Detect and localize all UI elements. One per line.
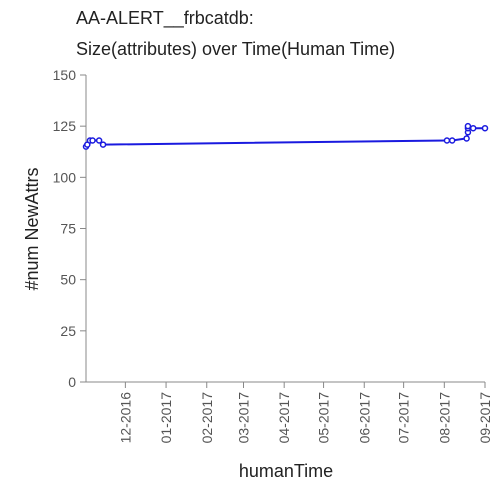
data-point	[481, 124, 489, 132]
y-axis: 0 25 50 75 100 125 150	[53, 67, 87, 390]
y-tick-label: 75	[60, 221, 76, 237]
series-line	[85, 124, 485, 148]
x-axis-title: humanTime	[239, 461, 333, 481]
x-tick-label: 12-2016	[117, 392, 133, 444]
data-point	[464, 122, 472, 130]
y-axis-title: #num NewAttrs	[22, 167, 42, 290]
chart-title-line-2: Size(attributes) over Time(Human Time)	[76, 39, 396, 59]
data-point	[463, 135, 470, 142]
x-tick-label: 02-2017	[199, 392, 215, 444]
data-point	[448, 137, 456, 144]
x-tick-label: 06-2017	[356, 392, 372, 444]
x-tick-label: 03-2017	[236, 392, 252, 444]
y-tick-label: 150	[53, 67, 77, 83]
data-point	[99, 141, 107, 148]
x-axis: 12-2016 01-2017 02-2017 03-2017 04-2017 05-20…	[86, 381, 493, 444]
series-group	[82, 122, 489, 150]
data-point	[95, 137, 103, 144]
y-tick-label: 50	[60, 272, 76, 288]
x-tick-label: 09-2017	[477, 392, 493, 444]
data-point	[89, 137, 96, 144]
x-tick-label: 08-2017	[436, 392, 452, 444]
x-tick-label: 05-2017	[316, 392, 332, 444]
x-tick-label: 07-2017	[396, 392, 412, 444]
y-tick-label: 125	[53, 118, 77, 134]
data-point	[469, 124, 477, 132]
y-tick-label: 25	[60, 323, 76, 339]
x-tick-label: 01-2017	[158, 392, 174, 444]
chart-title-line-1: AA-ALERT__frbcatdb:	[76, 8, 254, 28]
y-tick-label: 100	[53, 169, 77, 185]
data-point	[443, 137, 451, 144]
x-tick-label: 04-2017	[276, 392, 292, 444]
y-tick-label: 0	[68, 374, 76, 390]
